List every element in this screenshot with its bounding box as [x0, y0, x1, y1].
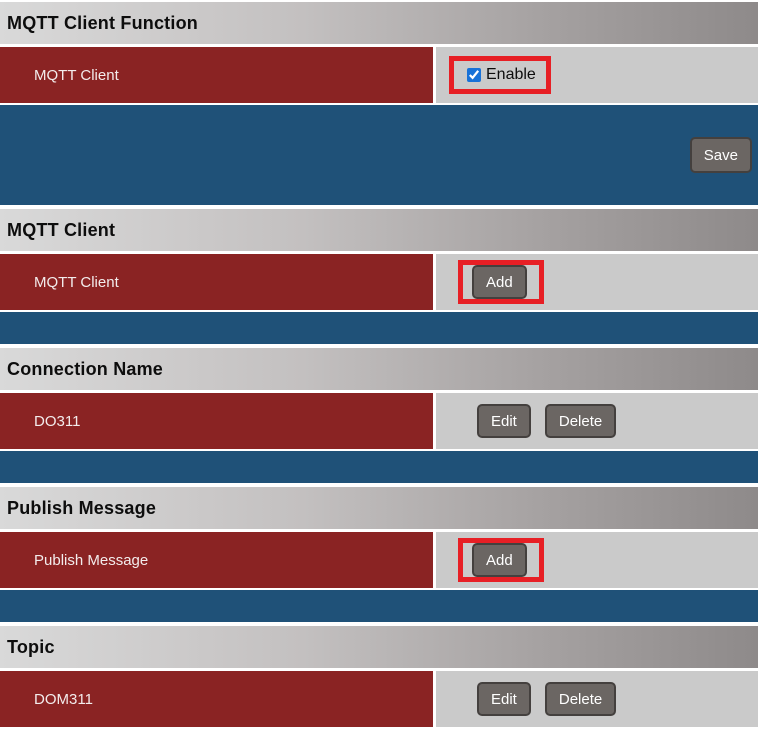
add-client-button[interactable]: Add — [472, 265, 527, 299]
row-label-cell: Publish Message — [0, 532, 433, 588]
section-title: Publish Message — [7, 497, 157, 518]
row-control-cell: Enable — [436, 47, 758, 103]
row-control-cell: Edit Delete — [436, 671, 758, 727]
delete-connection-button[interactable]: Delete — [544, 404, 617, 438]
edit-connection-button[interactable]: Edit — [477, 404, 531, 438]
section-header-mqtt-client: MQTT Client — [0, 209, 758, 251]
divider-bar — [0, 451, 758, 483]
section-header-mqtt-client-function: MQTT Client Function — [0, 2, 758, 44]
section-title: MQTT Client Function — [7, 12, 198, 33]
section-header-topic: Topic — [0, 626, 758, 668]
row-control-cell: Add — [436, 254, 758, 310]
divider-bar — [0, 312, 758, 344]
mqtt-client-enable-row: MQTT Client Enable — [0, 47, 758, 103]
row-label: MQTT Client — [34, 273, 119, 291]
highlight-box-add-client: Add — [458, 260, 544, 304]
section-header-connection-name: Connection Name — [0, 348, 758, 390]
highlight-box-add-publish: Add — [458, 538, 544, 582]
row-label-cell: MQTT Client — [0, 47, 433, 103]
row-label-cell: MQTT Client — [0, 254, 433, 310]
edit-delete-group: Edit Delete — [477, 404, 617, 438]
add-publish-button[interactable]: Add — [472, 543, 527, 577]
connection-row: DO311 Edit Delete — [0, 393, 758, 449]
edit-delete-group: Edit Delete — [477, 682, 617, 716]
section-title: MQTT Client — [7, 219, 116, 240]
delete-topic-button[interactable]: Delete — [544, 682, 617, 716]
publish-message-add-row: Publish Message Add — [0, 532, 758, 588]
topic-row: DOM311 Edit Delete — [0, 671, 758, 727]
section-title: Connection Name — [7, 358, 164, 379]
row-label: Publish Message — [34, 551, 149, 569]
divider-bar — [0, 590, 758, 622]
save-button[interactable]: Save — [689, 137, 752, 173]
save-section: Save — [0, 105, 758, 205]
row-label-cell: DOM311 — [0, 671, 433, 727]
edit-topic-button[interactable]: Edit — [477, 682, 531, 716]
topic-value: DOM311 — [34, 690, 93, 708]
highlight-box-enable: Enable — [449, 56, 551, 94]
section-header-publish-message: Publish Message — [0, 487, 758, 529]
enable-checkbox-label[interactable]: Enable — [486, 66, 536, 83]
mqtt-client-add-row: MQTT Client Add — [0, 254, 758, 310]
connection-name-value: DO311 — [34, 412, 81, 430]
row-control-cell: Add — [436, 532, 758, 588]
row-label: MQTT Client — [34, 66, 119, 84]
section-title: Topic — [7, 636, 55, 657]
row-control-cell: Edit Delete — [436, 393, 758, 449]
enable-checkbox[interactable] — [467, 68, 481, 82]
row-label-cell: DO311 — [0, 393, 433, 449]
